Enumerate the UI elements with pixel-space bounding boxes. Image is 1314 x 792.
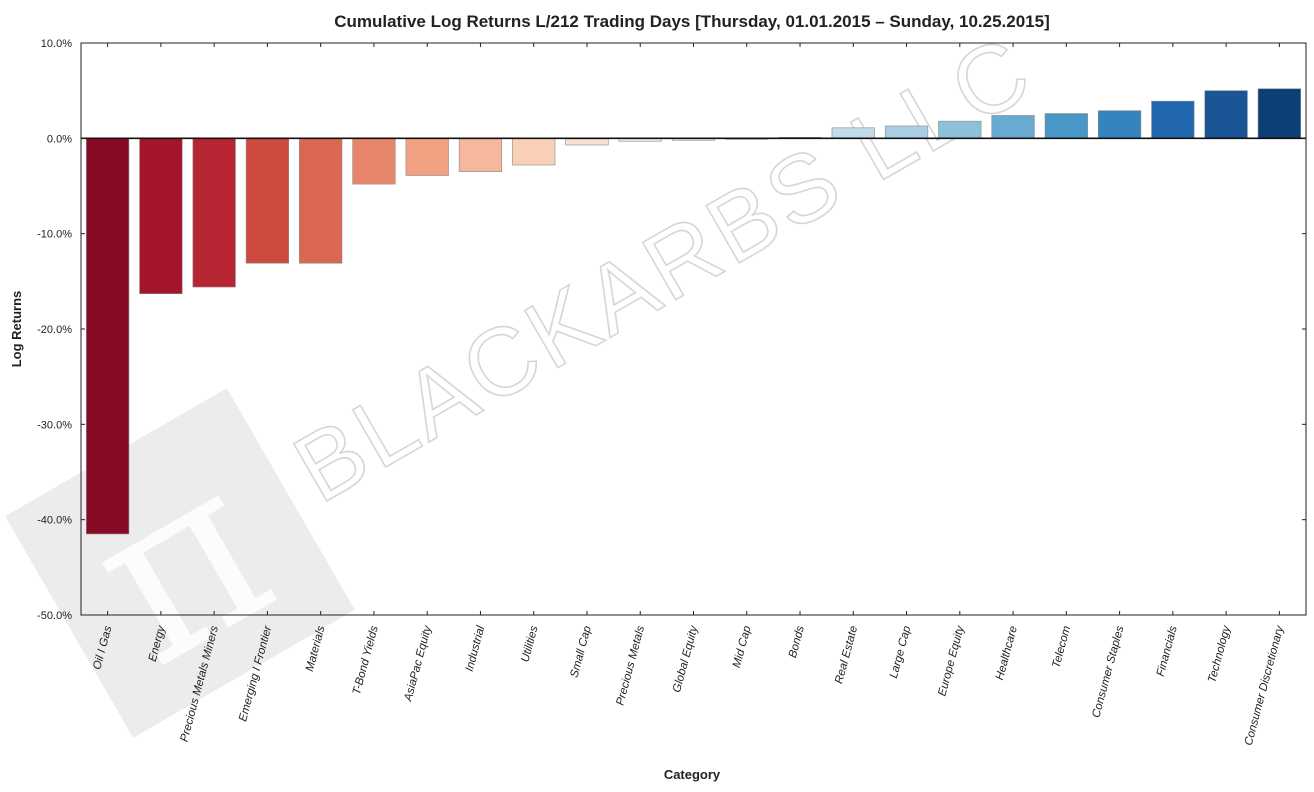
category-label: Europe Equity: [936, 623, 967, 697]
bar: [512, 138, 556, 166]
category-label: Telecom: [1050, 624, 1073, 669]
chart-title: Cumulative Log Returns L/212 Trading Day…: [334, 12, 1050, 31]
category-label: T-Bond Yields: [351, 624, 381, 696]
bar: [405, 138, 449, 176]
bar: [938, 120, 982, 139]
bar: [192, 138, 236, 288]
bar: [884, 125, 929, 139]
category-label: Mid Cap: [731, 624, 754, 669]
bar: [991, 115, 1035, 139]
y-axis-label: Log Returns: [9, 291, 24, 368]
bar: [831, 127, 875, 139]
category-label: Small Cap: [569, 624, 594, 679]
category-label: Large Cap: [888, 624, 914, 680]
y-tick-label: -10.0%: [37, 229, 72, 241]
category-label: Utilities: [519, 624, 540, 663]
bar: [458, 138, 503, 172]
y-tick-label: -20.0%: [37, 324, 72, 336]
y-tick-label: -50.0%: [37, 610, 72, 622]
bar: [245, 138, 290, 264]
category-label: Consumer Discretionary: [1243, 623, 1287, 746]
bar: [352, 138, 396, 185]
y-tick-label: 10.0%: [41, 38, 72, 50]
bar: [1097, 110, 1142, 139]
category-label: Real Estate: [833, 625, 860, 686]
category-label: Global Equity: [671, 623, 701, 693]
watermark-text: BLACKARBS LLC: [277, 15, 1050, 523]
bar: [299, 138, 343, 264]
y-tick-label: 0.0%: [47, 133, 72, 145]
bar: [565, 138, 609, 146]
category-label: Precious Metals: [614, 624, 647, 706]
bar: [1151, 100, 1195, 139]
category-label: Technology: [1206, 623, 1233, 684]
bar: [1257, 88, 1301, 139]
y-tick-label: -30.0%: [37, 419, 72, 431]
bars: [86, 88, 1301, 535]
category-label: Financials: [1155, 624, 1180, 677]
category-label: AsiaPac Equity: [402, 623, 434, 703]
category-label: Consumer Staples: [1090, 624, 1126, 719]
bar: [86, 138, 130, 535]
bar: [139, 138, 183, 295]
category-label: Healthcare: [994, 625, 1020, 682]
bar: [1044, 113, 1088, 139]
x-axis-label: Category: [664, 767, 721, 782]
y-axis: 10.0% 0.0% -10.0% -20.0% -30.0% -40.0% -50.0%: [37, 38, 1306, 622]
category-label: Industrial: [464, 624, 488, 673]
bar: [1204, 90, 1248, 139]
y-tick-label: -40.0%: [37, 515, 72, 527]
category-label: Bonds: [787, 624, 807, 659]
